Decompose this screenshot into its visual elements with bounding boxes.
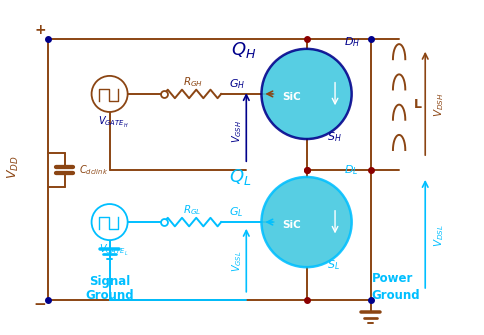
Text: $V_{GSL}$: $V_{GSL}$ xyxy=(229,250,243,272)
Text: $V_{GATE_L}$: $V_{GATE_L}$ xyxy=(98,243,128,258)
Text: Signal: Signal xyxy=(89,275,130,288)
Text: Ground: Ground xyxy=(371,289,419,303)
Text: SiC: SiC xyxy=(281,92,300,102)
Text: $C_{dclink}$: $C_{dclink}$ xyxy=(78,163,107,177)
Text: −: − xyxy=(33,297,46,312)
Circle shape xyxy=(91,76,127,112)
Text: $V_{GATE_H}$: $V_{GATE_H}$ xyxy=(98,115,128,130)
Text: $Q_L$: $Q_L$ xyxy=(229,167,251,187)
Circle shape xyxy=(91,204,127,240)
Text: +: + xyxy=(34,23,46,37)
Text: $S_H$: $S_H$ xyxy=(326,130,340,144)
Text: L: L xyxy=(413,98,422,111)
Text: SiC: SiC xyxy=(281,220,300,230)
Text: $R_{GL}$: $R_{GL}$ xyxy=(183,203,201,217)
Circle shape xyxy=(261,49,351,139)
Text: $V_{DSL}$: $V_{DSL}$ xyxy=(432,224,445,247)
Circle shape xyxy=(261,177,351,267)
Text: $V_{DSH}$: $V_{DSH}$ xyxy=(432,92,445,117)
Text: $S_L$: $S_L$ xyxy=(326,258,339,272)
Text: Power: Power xyxy=(371,272,412,285)
Text: $V_{DD}$: $V_{DD}$ xyxy=(6,156,21,179)
Text: $D_L$: $D_L$ xyxy=(343,163,357,177)
Text: Ground: Ground xyxy=(85,289,134,303)
Text: $G_L$: $G_L$ xyxy=(229,205,243,219)
Text: $G_H$: $G_H$ xyxy=(229,77,245,91)
Text: $D_H$: $D_H$ xyxy=(343,35,359,49)
Text: $R_{GH}$: $R_{GH}$ xyxy=(182,75,202,89)
Text: $Q_H$: $Q_H$ xyxy=(230,40,256,60)
Text: $V_{GSH}$: $V_{GSH}$ xyxy=(229,120,243,143)
